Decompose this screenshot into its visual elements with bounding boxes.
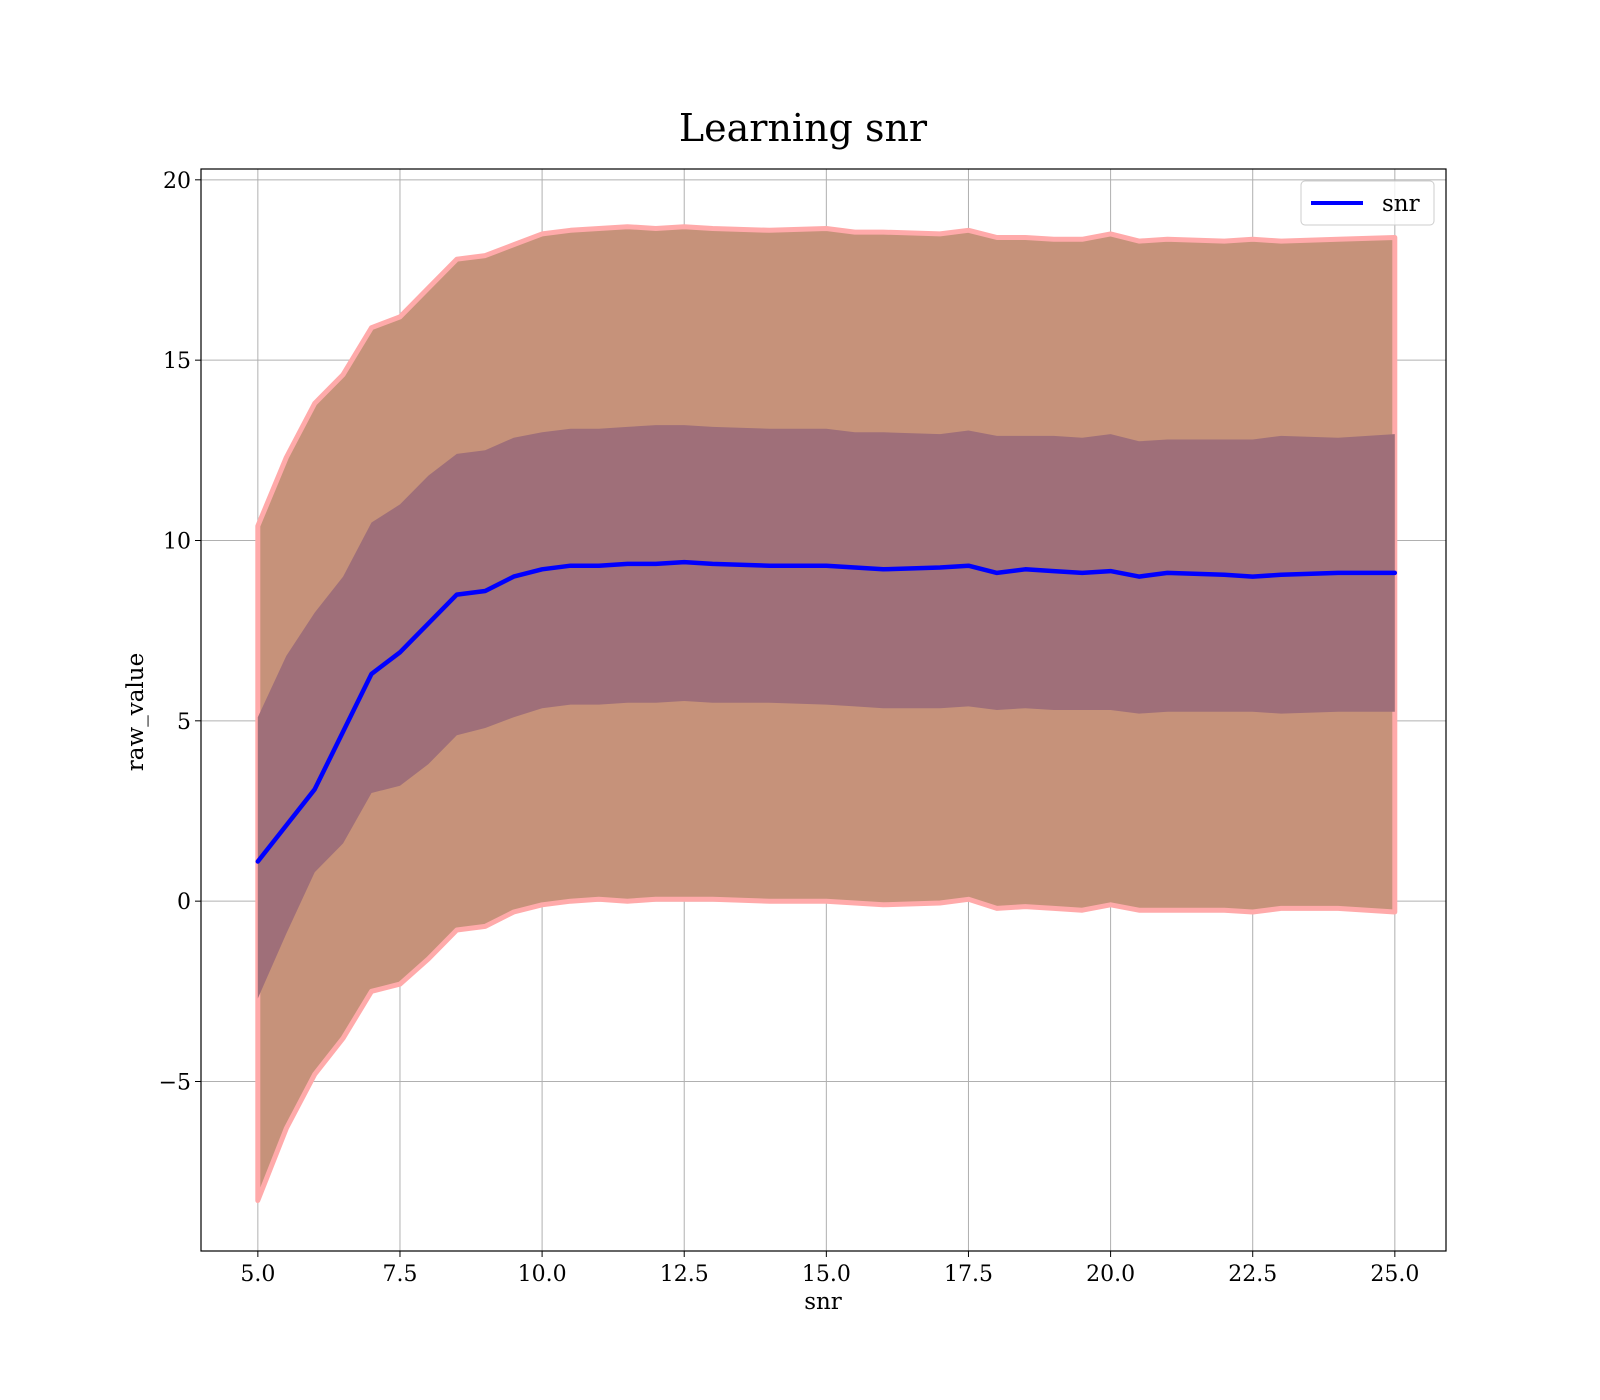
x-tick-label: 20.0 — [1086, 1262, 1135, 1287]
x-tick-label: 12.5 — [660, 1262, 709, 1287]
legend-label: snr — [1382, 191, 1420, 217]
plot-frame — [200, 168, 1447, 1252]
y-tick-label: −5 — [159, 1070, 191, 1095]
chart-title: Learning snr — [679, 106, 928, 150]
x-axis-label: snr — [804, 1289, 842, 1315]
x-tick-label: 15.0 — [802, 1262, 851, 1287]
lines — [255, 559, 1398, 864]
legend-box — [1300, 180, 1435, 226]
y-tick-label: 5 — [177, 710, 191, 735]
series-line-snr — [255, 559, 1398, 864]
x-tick-label: 5.0 — [240, 1262, 275, 1287]
y-tick-label: 20 — [163, 169, 191, 194]
x-ticks: 5.0 7.5 10.0 12.5 15.0 17.5 20.0 22.5 25.0 — [240, 1251, 1419, 1287]
x-tick-label: 10.0 — [518, 1262, 567, 1287]
y-tick-label: 10 — [163, 529, 191, 554]
y-tick-label: 0 — [177, 890, 191, 915]
y-tick-label: 15 — [163, 349, 191, 374]
y-ticks: −5 0 5 10 15 20 — [159, 169, 201, 1095]
x-tick-label: 22.5 — [1228, 1262, 1277, 1287]
x-tick-label: 7.5 — [382, 1262, 417, 1287]
legend: snr — [1300, 180, 1435, 226]
y-axis-label: raw_value — [123, 653, 149, 771]
x-tick-label: 17.5 — [944, 1262, 993, 1287]
x-tick-label: 25.0 — [1370, 1262, 1419, 1287]
